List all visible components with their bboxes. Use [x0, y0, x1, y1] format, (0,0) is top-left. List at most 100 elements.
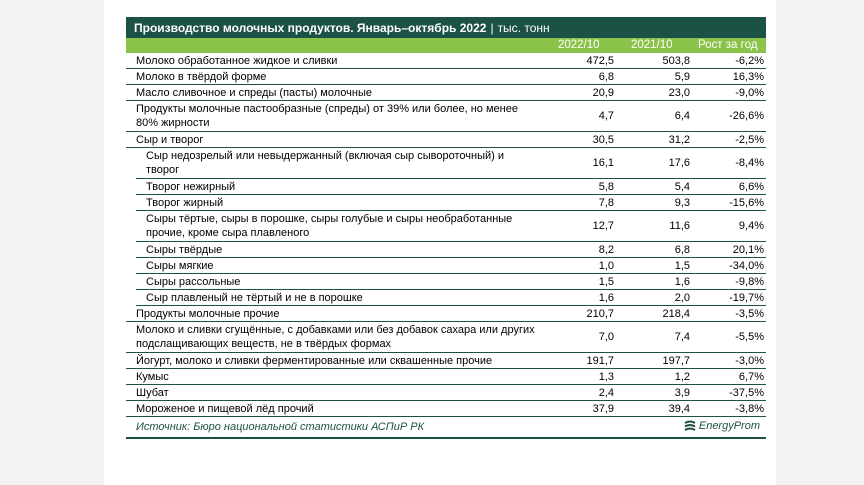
- row-name: Кумыс: [136, 370, 169, 383]
- indent-stripe: [126, 242, 136, 258]
- value-growth: -26,6%: [729, 110, 764, 122]
- row-name: Творог жирный: [146, 196, 224, 209]
- row-name: Молоко в твёрдой форме: [136, 70, 267, 83]
- table-row: Мороженое и пищевой лёд прочий 37,9 39,4…: [126, 401, 766, 417]
- value-2021: 7,4: [674, 331, 690, 343]
- table-row: Йогурт, молоко и сливки ферментированные…: [126, 353, 766, 369]
- value-2021: 503,8: [662, 54, 690, 67]
- value-growth: -9,8%: [735, 275, 764, 288]
- value-2021: 23,0: [668, 86, 690, 99]
- indent-stripe: [126, 258, 136, 274]
- value-2022: 5,8: [598, 180, 614, 193]
- column-header-row: 2022/10 2021/10 Рост за год: [126, 38, 766, 53]
- row-name: Масло сливочное и спреды (пасты) молочны…: [136, 86, 372, 99]
- value-2021: 11,6: [669, 220, 690, 232]
- row-name: Сыр недозрелый или невыдержанный (включа…: [146, 150, 504, 176]
- value-2021: 2,0: [674, 291, 690, 304]
- value-growth: -19,7%: [729, 291, 764, 304]
- title-separator: |: [490, 20, 494, 35]
- row-name: Молоко и сливки сгущённые, с добавками и…: [136, 324, 535, 350]
- table-row: Шубат 2,4 3,9 -37,5%: [126, 385, 766, 401]
- value-growth: -3,0%: [735, 354, 764, 367]
- value-2022: 16,1: [592, 157, 614, 169]
- value-2021: 5,4: [674, 180, 690, 193]
- table-row: Молоко обработанное жидкое и сливки 472,…: [126, 53, 766, 69]
- table-title: Производство молочных продуктов. Январь–…: [134, 20, 487, 35]
- logo-text: EnergyProm: [698, 420, 760, 432]
- value-growth: 20,1%: [732, 243, 764, 256]
- indent-stripe: [126, 195, 136, 211]
- table-row: Продукты молочные прочие 210,7 218,4 -3,…: [126, 306, 766, 322]
- value-2022: 1,0: [598, 259, 614, 272]
- value-growth: -5,5%: [735, 331, 764, 343]
- value-2021: 5,9: [674, 70, 690, 83]
- value-growth: 16,3%: [732, 70, 764, 83]
- table-row: Сыр и творог 30,5 31,2 -2,5%: [126, 132, 766, 148]
- value-2021: 9,3: [674, 196, 690, 209]
- indent-stripe: [126, 290, 136, 306]
- indent-stripe: [126, 274, 136, 290]
- row-name: Сыры тёртые, сыры в порошке, сыры голубы…: [146, 213, 513, 239]
- logo-mark-icon: [684, 420, 696, 431]
- value-growth: -9,0%: [735, 86, 764, 99]
- value-growth: -37,5%: [729, 386, 764, 399]
- value-growth: 6,6%: [738, 180, 764, 193]
- col-header-2022: 2022/10: [558, 39, 600, 51]
- dairy-production-table: Производство молочных продуктов. Январь–…: [126, 17, 766, 439]
- value-2022: 1,3: [598, 370, 614, 383]
- value-2021: 31,2: [668, 133, 690, 146]
- value-2021: 6,8: [674, 243, 690, 256]
- value-growth: 9,4%: [738, 220, 764, 232]
- value-2022: 30,5: [592, 133, 614, 146]
- indent-stripe: [126, 211, 136, 242]
- indent-stripe: [126, 148, 136, 179]
- value-growth: -8,4%: [735, 157, 764, 169]
- indent-stripe: [126, 179, 136, 195]
- row-name: Продукты молочные прочие: [136, 307, 280, 320]
- value-2021: 1,6: [674, 275, 690, 288]
- value-2021: 1,5: [674, 259, 690, 272]
- value-2022: 4,7: [598, 110, 614, 122]
- table-row: Молоко в твёрдой форме 6,8 5,9 16,3%: [126, 69, 766, 85]
- value-2022: 472,5: [586, 54, 614, 67]
- value-growth: -15,6%: [729, 196, 764, 209]
- row-name: Йогурт, молоко и сливки ферментированные…: [136, 354, 493, 367]
- value-2022: 6,8: [598, 70, 614, 83]
- table-row-sub: Сыры твёрдые 8,2 6,8 20,1%: [126, 242, 766, 258]
- row-name: Мороженое и пищевой лёд прочий: [136, 402, 314, 415]
- value-2022: 1,5: [598, 275, 614, 288]
- value-2021: 17,6: [668, 157, 690, 169]
- table-row-sub: Сыры мягкие 1,0 1,5 -34,0%: [126, 258, 766, 274]
- col-header-2021: 2021/10: [631, 39, 673, 51]
- value-2022: 191,7: [586, 354, 614, 367]
- table-row: Масло сливочное и спреды (пасты) молочны…: [126, 85, 766, 101]
- content-card: [104, 0, 776, 485]
- table-unit: тыс. тонн: [497, 20, 550, 35]
- value-2022: 1,6: [598, 291, 614, 304]
- value-2022: 7,8: [598, 196, 614, 209]
- table-row: Кумыс 1,3 1,2 6,7%: [126, 369, 766, 385]
- table-row-sub: Сыры рассольные 1,5 1,6 -9,8%: [126, 274, 766, 290]
- value-growth: -3,8%: [735, 402, 764, 415]
- source-note: Источник: Бюро национальной статистики А…: [136, 421, 425, 433]
- table-title-bar: Производство молочных продуктов. Январь–…: [126, 17, 766, 38]
- table-row-sub: Творог нежирный 5,8 5,4 6,6%: [126, 179, 766, 195]
- left-gutter: [0, 0, 104, 485]
- row-name: Сыры мягкие: [146, 259, 214, 272]
- value-2022: 12,7: [592, 220, 614, 232]
- table-footer: Источник: Бюро национальной статистики А…: [126, 417, 766, 439]
- value-2022: 20,9: [592, 86, 614, 99]
- value-growth: -34,0%: [729, 259, 764, 272]
- table-body: Молоко обработанное жидкое и сливки 472,…: [126, 53, 766, 417]
- row-name: Сыры рассольные: [146, 275, 241, 288]
- table-row-sub: Сыры тёртые, сыры в порошке, сыры голубы…: [126, 211, 766, 242]
- table-row: Молоко и сливки сгущённые, с добавками и…: [126, 322, 766, 353]
- value-growth: -3,5%: [735, 307, 764, 320]
- value-growth: -6,2%: [735, 54, 764, 67]
- col-header-growth: Рост за год: [698, 39, 758, 51]
- value-growth: 6,7%: [738, 370, 764, 383]
- row-name: Сыры твёрдые: [146, 243, 223, 256]
- table-row-sub: Сыр недозрелый или невыдержанный (включа…: [126, 148, 766, 179]
- value-growth: -2,5%: [735, 133, 764, 146]
- row-name: Шубат: [136, 386, 169, 399]
